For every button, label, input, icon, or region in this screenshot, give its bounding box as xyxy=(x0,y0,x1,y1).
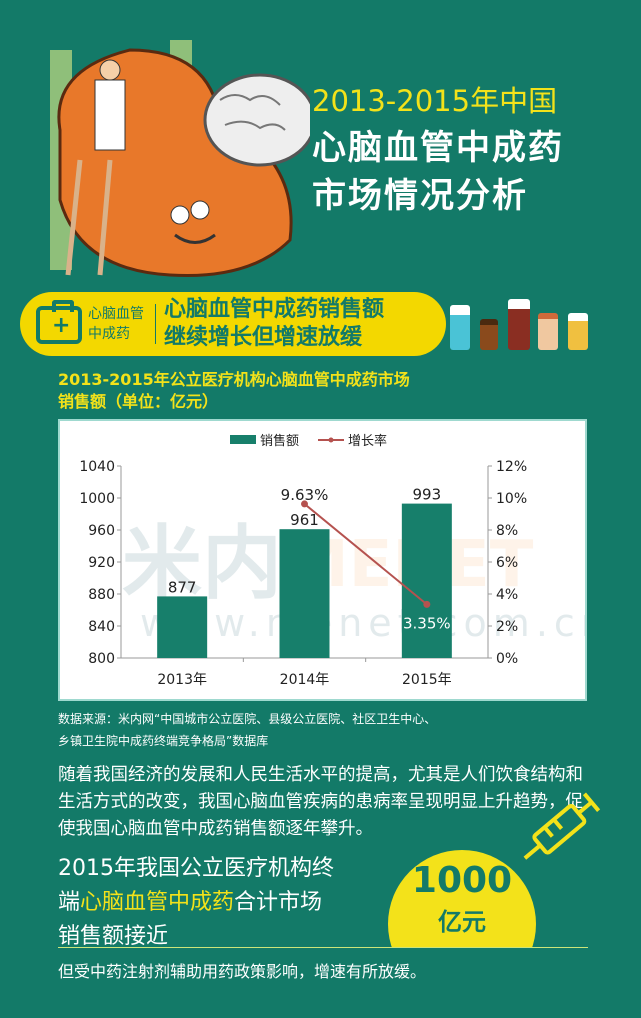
y-tick-label-right: 8% xyxy=(496,523,518,539)
section-banner: + 心脑血管 中成药 心脑血管中成药销售额 继续增长但增速放缓 xyxy=(20,292,446,356)
highlight-line-1: 2015年我国公立医疗机构终 xyxy=(58,856,334,881)
divider xyxy=(58,947,588,948)
chart-title-line-2: 销售额（单位：亿元） xyxy=(58,392,219,411)
y-tick-label-left: 840 xyxy=(88,619,115,635)
source-line-1: 数据来源：米内网“中国城市公立医院、县级公立医院、社区卫生中心、 xyxy=(58,712,437,726)
highlight-emphasis: 心脑血管中成药 xyxy=(80,890,235,915)
legend-label-growth: 增长率 xyxy=(348,433,387,449)
svg-text:www.menet.com.cn: www.menet.com.cn xyxy=(140,601,585,645)
y-tick-label-right: 0% xyxy=(496,651,518,667)
growth-value-label: 9.63% xyxy=(281,486,329,504)
banner-divider xyxy=(155,304,156,344)
legend-label-sales: 销售额 xyxy=(260,433,299,449)
legend-swatch-sales xyxy=(230,435,256,444)
body-paragraph: 随着我国经济的发展和人民生活水平的提高，尤其是人们饮食结构和生活方式的改变，我国… xyxy=(58,765,583,839)
banner-tag: 心脑血管 中成药 xyxy=(88,306,144,342)
highlight-text: 合计市场 xyxy=(234,890,323,915)
x-tick-label: 2015年 xyxy=(402,672,452,688)
chart-title-line-1: 2013-2015年公立医疗机构心脑血管中成药市场 xyxy=(58,370,410,389)
banner-headline: 心脑血管中成药销售额 继续增长但增速放缓 xyxy=(164,296,384,352)
x-tick-label: 2014年 xyxy=(280,672,330,688)
bar-value-label: 993 xyxy=(413,486,442,504)
first-aid-kit-icon: + xyxy=(36,300,82,344)
title-line-3: 市场情况分析 xyxy=(312,176,528,216)
growth-point xyxy=(423,600,431,608)
chart-title: 2013-2015年公立医疗机构心脑血管中成药市场 销售额（单位：亿元） xyxy=(58,369,410,413)
source-line-2: 乡镇卫生院中成药终端竞争格局”数据库 xyxy=(58,734,269,748)
headline-line-1: 心脑血管中成药销售额 xyxy=(164,297,385,322)
title-line-1: 2013-2015年中国 xyxy=(312,84,558,118)
svg-text:米内: 米内 xyxy=(122,517,282,610)
y-tick-label-right: 6% xyxy=(496,555,518,571)
bar-value-label: 877 xyxy=(168,578,197,596)
y-tick-label-left: 880 xyxy=(88,587,115,603)
highlight-statement: 2015年我国公立医疗机构终 端心脑血管中成药合计市场 销售额接近 xyxy=(58,852,334,954)
value-number: 1000 xyxy=(411,860,513,901)
y-tick-label-right: 10% xyxy=(496,491,527,507)
growth-point xyxy=(301,500,308,508)
bar-value-label: 961 xyxy=(290,511,319,529)
headline-line-2: 继续增长但增速放缓 xyxy=(164,325,363,350)
highlight-line-3: 销售额接近 xyxy=(58,924,169,949)
syringe-icon xyxy=(523,792,601,860)
bar-2015年 xyxy=(401,503,452,658)
title-line-2: 心脑血管中成药 xyxy=(312,128,564,168)
growth-value-label: 3.35% xyxy=(403,614,451,632)
chart-legend: 销售额 增长率 xyxy=(230,433,387,449)
x-tick-label: 2013年 xyxy=(157,672,207,688)
medicine-bottles xyxy=(450,299,588,350)
y-tick-label-left: 1000 xyxy=(79,491,115,507)
y-tick-label-right: 12% xyxy=(496,459,527,475)
growth-line xyxy=(303,503,428,606)
sales-chart: 米内 MENET www.menet.com.cn 销售额 增长率 800840… xyxy=(58,419,605,701)
data-source: 数据来源：米内网“中国城市公立医院、县级公立医院、社区卫生中心、 乡镇卫生院中成… xyxy=(58,708,436,752)
heart-brain-illustration xyxy=(50,40,310,278)
y-tick-label-left: 960 xyxy=(88,523,115,539)
circle-mask xyxy=(380,948,550,1018)
y-tick-label-right: 2% xyxy=(496,619,518,635)
y-tick-label-left: 800 xyxy=(88,651,115,667)
chart-svg: 米内 MENET www.menet.com.cn 销售额 增长率 800840… xyxy=(79,433,605,688)
bar-2014年 xyxy=(279,529,330,658)
highlight-line-2: 端心脑血管中成药合计市场 xyxy=(58,886,334,920)
highlight-text: 端 xyxy=(58,890,81,915)
value-unit: 亿元 xyxy=(438,908,486,936)
footer-note: 但受中药注射剂辅助用药政策影响，增速有所放缓。 xyxy=(58,962,427,981)
y-tick-label-left: 1040 xyxy=(79,459,115,475)
y-tick-label-left: 920 xyxy=(88,555,115,571)
brain-icon xyxy=(203,73,310,167)
bar-2013年 xyxy=(157,596,208,658)
y-tick-label-right: 4% xyxy=(496,587,518,603)
